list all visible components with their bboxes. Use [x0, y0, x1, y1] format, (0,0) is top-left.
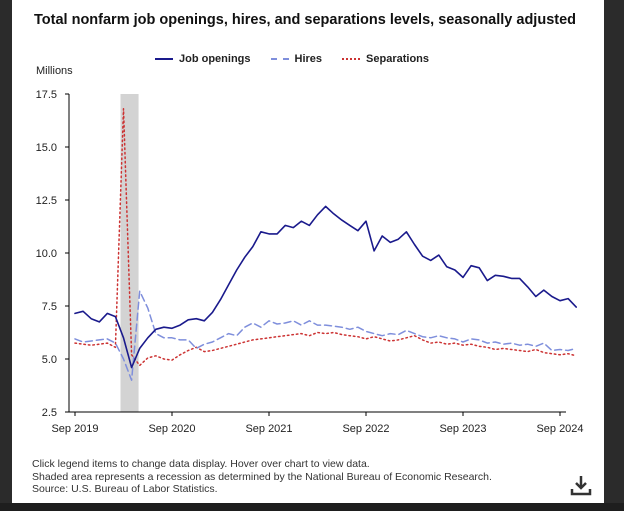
x-tick-label: Sep 2021	[245, 423, 292, 435]
legend-item-hires[interactable]: Hires	[270, 53, 323, 65]
legend-label-hires: Hires	[294, 53, 323, 65]
chart-panel: Total nonfarm job openings, hires, and s…	[12, 0, 604, 503]
y-tick-label: 7.5	[42, 301, 57, 313]
download-icon[interactable]	[570, 474, 592, 496]
bottom-strip	[0, 503, 624, 511]
x-tick-label: Sep 2020	[148, 423, 195, 435]
y-tick-label: 17.5	[36, 89, 57, 101]
recession-band	[120, 94, 139, 412]
series-line-job-openings	[74, 205, 578, 369]
legend-swatch-hires	[270, 58, 289, 60]
legend-label-separations: Separations	[366, 53, 429, 65]
series-line-separations	[74, 108, 577, 367]
legend-item-job-openings[interactable]: Job openings	[155, 53, 251, 65]
chart-title: Total nonfarm job openings, hires, and s…	[34, 12, 577, 28]
y-axis-label: Millions	[36, 65, 73, 77]
series-line-hires	[74, 290, 577, 381]
legend-swatch-separations	[342, 58, 361, 60]
legend-item-separations[interactable]: Separations	[342, 53, 429, 65]
x-tick-label: Sep 2024	[536, 423, 583, 435]
x-tick-label: Sep 2019	[51, 423, 98, 435]
y-tick-label: 10.0	[36, 248, 57, 260]
x-tick-label: Sep 2023	[439, 423, 486, 435]
note-recession: Shaded area represents a recession as de…	[32, 470, 492, 483]
note-source: Source: U.S. Bureau of Labor Statistics.	[32, 483, 218, 495]
note-instructions: Click legend items to change data displa…	[32, 458, 370, 470]
y-tick-label: 5.0	[42, 354, 57, 366]
chart-legend: Job openings Hires Separations	[155, 51, 429, 67]
y-tick-label: 15.0	[36, 142, 57, 154]
y-tick-label: 2.5	[42, 407, 57, 419]
legend-label-job-openings: Job openings	[179, 53, 251, 65]
y-tick-label: 12.5	[36, 195, 57, 207]
chart-notes: Click legend items to change data displa…	[32, 458, 492, 496]
legend-swatch-job-openings	[155, 58, 173, 60]
x-tick-label: Sep 2022	[342, 423, 389, 435]
